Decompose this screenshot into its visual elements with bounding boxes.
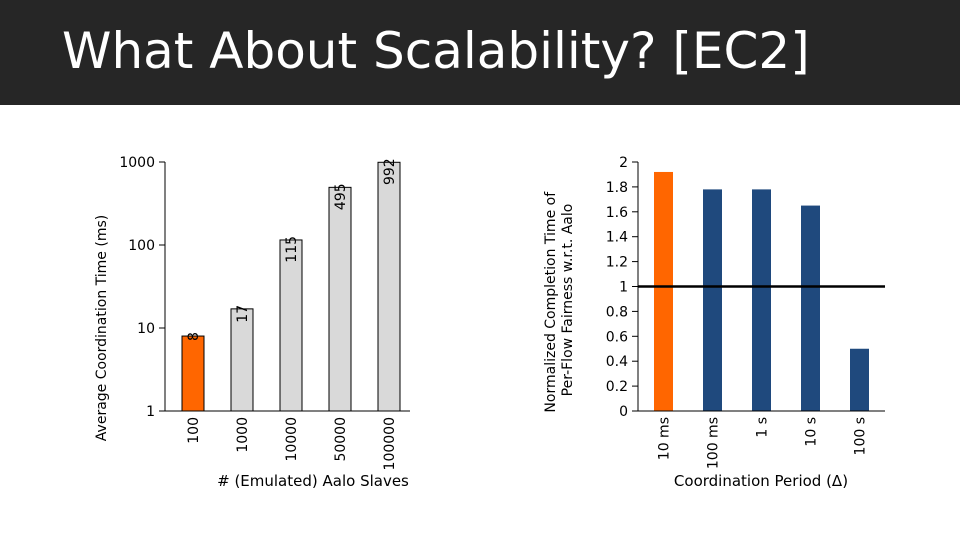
right-x-tick-label: 100 s xyxy=(853,417,869,455)
left-bar-value-label: 495 xyxy=(333,183,349,210)
right-y-tick-label: 1.8 xyxy=(606,180,628,196)
left-x-tick-label: 10000 xyxy=(284,417,300,462)
right-y-tick-label: 0.4 xyxy=(606,354,628,370)
right-x-tick-label: 10 s xyxy=(804,417,820,447)
right-y-tick-label: 0.2 xyxy=(606,379,628,395)
right-y-axis-label-line-1: Normalized Completion Time of xyxy=(543,191,559,413)
left-y-axis-label: Average Coordination Time (ms) xyxy=(94,215,110,441)
left-y-tick-label: 1000 xyxy=(119,155,155,171)
left-x-tick-labels: 100 1000 10000 50000 100000 xyxy=(186,417,398,470)
left-chart: Average Coordination Time (ms) 110100100… xyxy=(94,155,410,490)
right-bar xyxy=(654,171,673,411)
left-x-tick-label: 50000 xyxy=(333,417,349,462)
right-bar xyxy=(752,189,771,411)
left-bar xyxy=(181,335,205,412)
right-y-axis-label: Normalized Completion Time of Per-Flow F… xyxy=(543,187,576,412)
right-x-axis-label: Coordination Period (Δ) xyxy=(674,472,848,490)
left-bars: 8 17 115 495 992 xyxy=(181,158,401,412)
left-bar-value-label: 115 xyxy=(284,236,300,263)
right-y-tick-label: 1.6 xyxy=(606,205,628,221)
left-x-axis-label: # (Emulated) Aalo Slaves xyxy=(217,472,409,490)
left-bar-value-label: 8 xyxy=(186,332,202,341)
right-y-tick-label: 1 xyxy=(619,280,628,296)
right-x-tick-label: 10 ms xyxy=(657,417,673,460)
right-y-tick-label: 1.2 xyxy=(606,255,628,271)
right-x-tick-labels: 10 ms 100 ms 1 s 10 s 100 s xyxy=(657,417,869,469)
right-y-tick-label: 2 xyxy=(619,155,628,171)
right-y-tick-label: 0.6 xyxy=(606,329,628,345)
left-y-tick-label: 100 xyxy=(128,238,155,254)
left-y-ticks: 1 10 100 1000 xyxy=(119,155,165,420)
right-y-ticks: 0 0.2 0.4 0.6 0.8 1 1.2 1.4 1.6 1.8 2 xyxy=(606,155,638,420)
left-x-tick-label: 1000 xyxy=(235,417,251,453)
left-x-tick-label: 100 xyxy=(186,417,202,444)
right-x-tick-label: 100 ms xyxy=(706,417,722,469)
right-bar xyxy=(850,348,869,411)
left-bar xyxy=(230,308,254,412)
right-bar xyxy=(801,205,820,411)
left-bar-value-label: 992 xyxy=(382,158,398,185)
left-y-tick-label: 10 xyxy=(137,321,155,337)
right-y-tick-label: 1.4 xyxy=(606,230,628,246)
right-bars xyxy=(654,171,869,411)
left-bar xyxy=(279,239,303,412)
left-bar-value-label: 17 xyxy=(235,305,251,323)
right-y-axis-label-line-2: Per-Flow Fairness w.r.t. Aalo xyxy=(560,204,576,397)
right-bar xyxy=(703,189,722,411)
slide-title: What About Scalability? [EC2] xyxy=(62,22,810,80)
left-y-tick-label: 1 xyxy=(146,404,155,420)
title-bar: What About Scalability? [EC2] xyxy=(0,0,960,105)
right-x-tick-label: 1 s xyxy=(755,417,771,438)
left-bar xyxy=(328,186,352,412)
right-y-tick-label: 0.8 xyxy=(606,304,628,320)
right-chart: Normalized Completion Time of Per-Flow F… xyxy=(543,155,885,490)
right-y-tick-label: 0 xyxy=(619,404,628,420)
left-bar xyxy=(377,161,401,412)
left-x-tick-label: 100000 xyxy=(382,417,398,470)
